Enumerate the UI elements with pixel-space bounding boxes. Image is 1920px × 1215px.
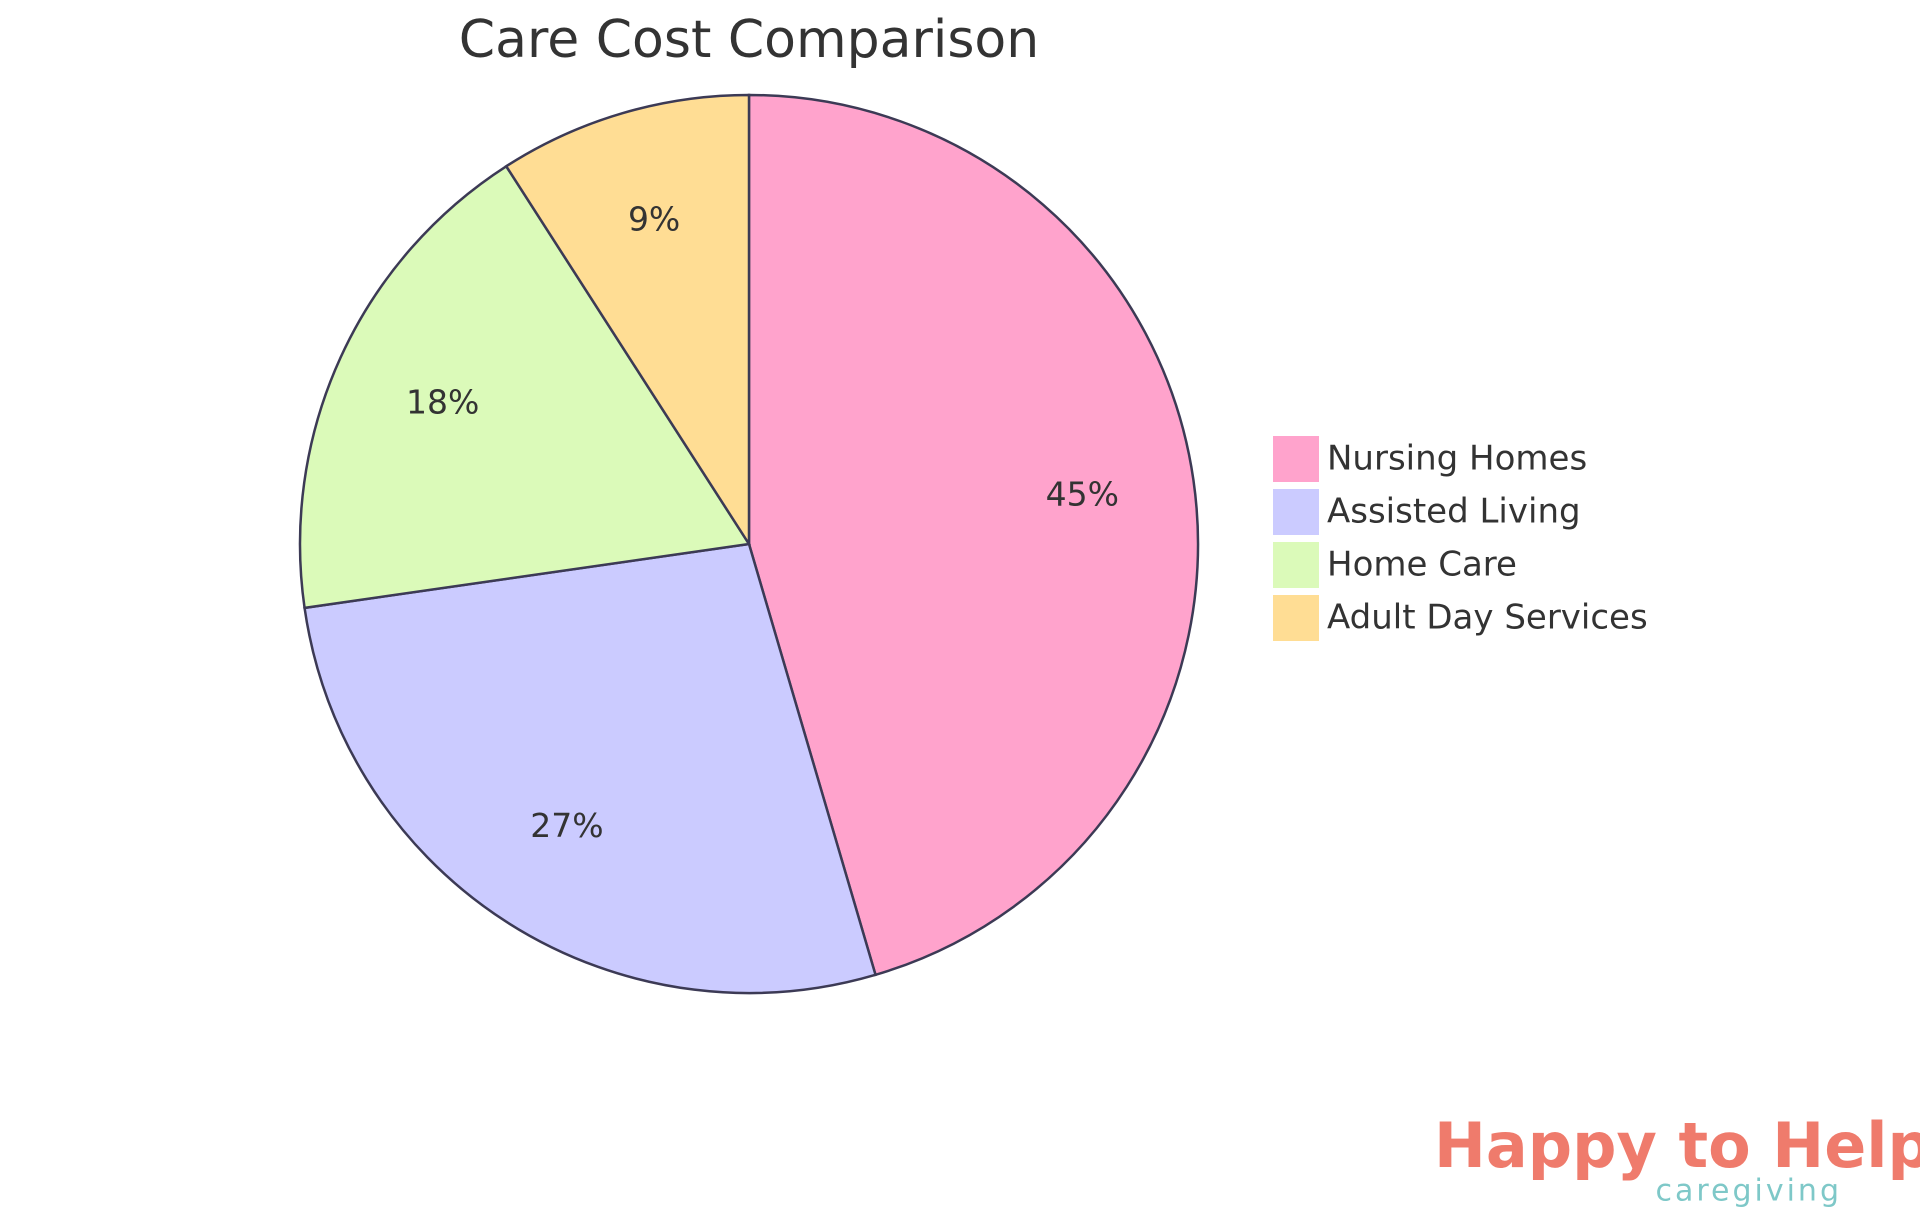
legend-label: Adult Day Services <box>1327 598 1648 638</box>
legend-label: Home Care <box>1327 545 1517 585</box>
pie-slice <box>298 164 752 610</box>
legend-swatch <box>1273 595 1319 641</box>
slice-label: 18% <box>406 383 479 422</box>
slice-label: 9% <box>628 199 680 238</box>
logo-tagline: caregiving <box>1655 1174 1842 1209</box>
legend-swatch <box>1273 436 1319 482</box>
legend-swatch <box>1273 489 1319 535</box>
logo-name: Happy to Help <box>1434 1109 1920 1182</box>
slice-label: 27% <box>530 806 603 845</box>
legend-swatch <box>1273 542 1319 588</box>
legend-label: Assisted Living <box>1327 492 1581 532</box>
legend: Nursing Homes Assisted Living Home Care Adu… <box>1273 436 1648 641</box>
pie-slice <box>303 542 878 995</box>
slice-label: 45% <box>1046 475 1119 514</box>
chart-title: Care Cost Comparison <box>459 10 1039 70</box>
pie-slice <box>747 93 1200 977</box>
pie: 45% 27% 18% 9% <box>298 93 1200 995</box>
pie-slice <box>504 93 751 549</box>
legend-label: Nursing Homes <box>1327 439 1587 479</box>
